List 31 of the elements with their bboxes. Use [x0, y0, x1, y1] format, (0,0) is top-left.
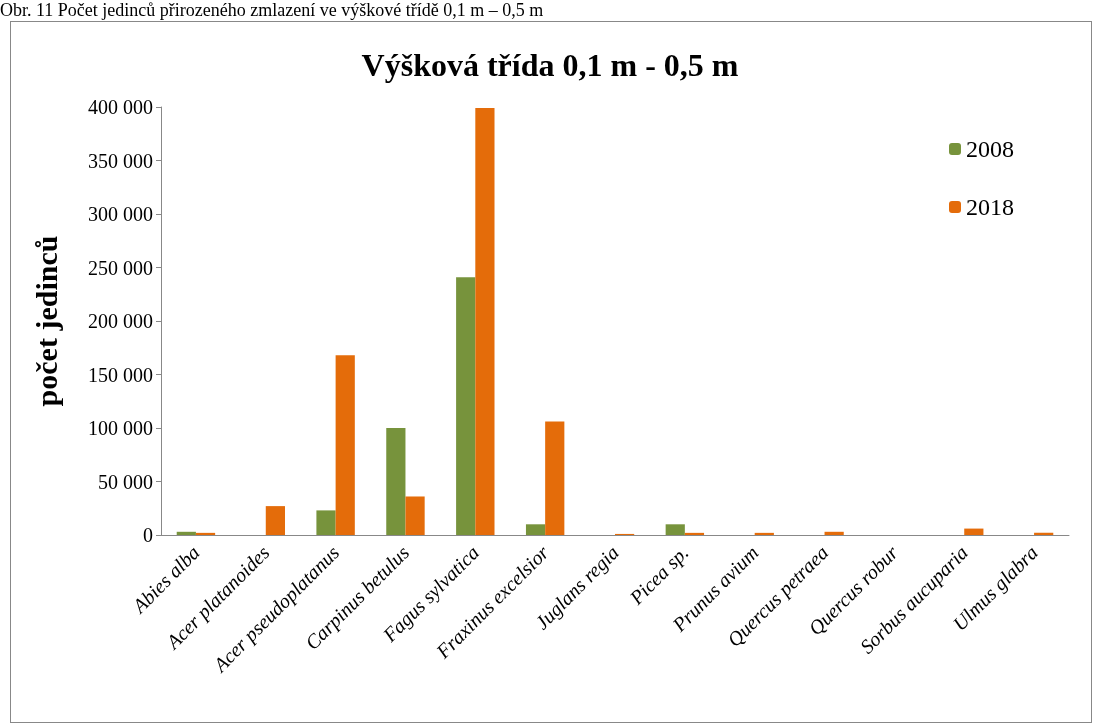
chart-title: Výšková třída 0,1 m - 0,5 m — [361, 47, 739, 83]
text: Obr. 11 Počet jedinců přirozeného zmlazení ve výškové třídě 0,1 m – 0,5 m — [0, 0, 544, 20]
bar — [545, 421, 565, 535]
bar — [824, 531, 844, 535]
y-tick-label: 250 000 — [88, 256, 153, 279]
bar — [684, 532, 705, 535]
bar — [456, 277, 476, 535]
bar — [1034, 532, 1054, 535]
legend-label: 2018 — [966, 194, 1014, 220]
legend-label: 2008 — [966, 136, 1014, 162]
bar — [195, 532, 216, 535]
bar — [405, 496, 425, 535]
bar — [316, 510, 336, 535]
bar — [525, 524, 546, 535]
y-tick-label: 300 000 — [88, 203, 153, 225]
bar — [386, 428, 406, 535]
bar — [335, 355, 355, 535]
y-tick-label: 400 000 — [88, 96, 153, 118]
y-tick-label: 350 000 — [88, 149, 153, 172]
y-tick-label: 0 — [143, 524, 153, 546]
bar — [265, 506, 285, 535]
bar — [176, 531, 196, 535]
bar — [964, 528, 984, 535]
bar — [475, 108, 495, 535]
y-tick-label: 50 000 — [98, 470, 153, 493]
bar — [754, 532, 774, 535]
y-tick-label: 200 000 — [88, 310, 153, 332]
y-tick-label: 100 000 — [88, 417, 153, 439]
y-axis-title: počet jedinců — [29, 235, 63, 407]
bar — [665, 524, 685, 535]
y-tick-label: 150 000 — [88, 363, 153, 386]
